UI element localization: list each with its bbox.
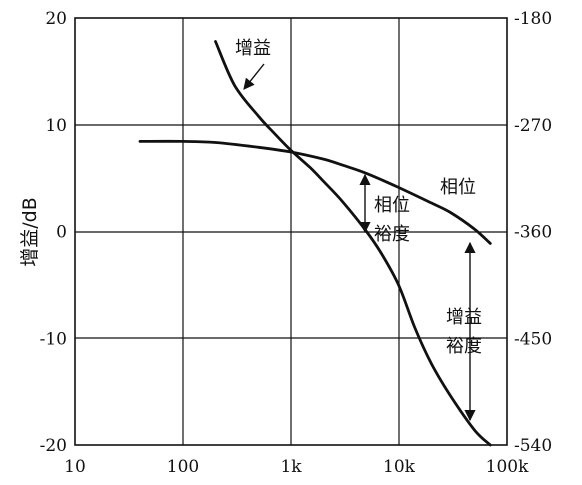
gain-margin-label-2: 裕度 — [446, 336, 482, 357]
gain-label-arrow — [243, 63, 265, 90]
phase-margin-label-2: 裕度 — [374, 224, 410, 245]
y-tick-10: 10 — [45, 116, 67, 136]
y-tick--10: -10 — [40, 329, 67, 349]
x-tick-100k: 100k — [486, 457, 529, 477]
y-right-tick-labels: -180 -270 -360 -450 -540 — [514, 9, 552, 456]
y-right-tick--540: -540 — [514, 436, 552, 456]
x-tick-10k: 10k — [383, 457, 416, 477]
grid — [75, 18, 507, 445]
y-right-tick--270: -270 — [514, 116, 552, 136]
phase-curve — [138, 139, 492, 245]
gain-margin-label-1: 增益 — [446, 307, 482, 328]
y-tick-20: 20 — [45, 9, 67, 29]
x-tick-1k: 1k — [280, 457, 302, 477]
gain-curve — [214, 40, 492, 447]
series-layer — [138, 40, 492, 447]
x-tick-labels: 10 100 1k 10k 100k — [64, 457, 529, 477]
y-tick-labels: 20 10 0 -10 -20 — [40, 9, 67, 456]
phase-margin-label-1: 相位 — [374, 195, 410, 216]
y-right-tick--180: -180 — [514, 9, 552, 29]
x-tick-100: 100 — [167, 457, 199, 477]
x-tick-10: 10 — [64, 457, 86, 477]
gain-curve-label: 增益 — [235, 38, 271, 59]
y-right-tick--450: -450 — [514, 329, 552, 349]
y-axis-label: 增益/dB — [19, 197, 41, 267]
phase-curve-label: 相位 — [440, 177, 476, 198]
y-right-tick--360: -360 — [514, 223, 552, 243]
plot-frame — [74, 17, 508, 446]
y-tick--20: -20 — [40, 436, 67, 456]
y-tick-0: 0 — [56, 223, 67, 243]
